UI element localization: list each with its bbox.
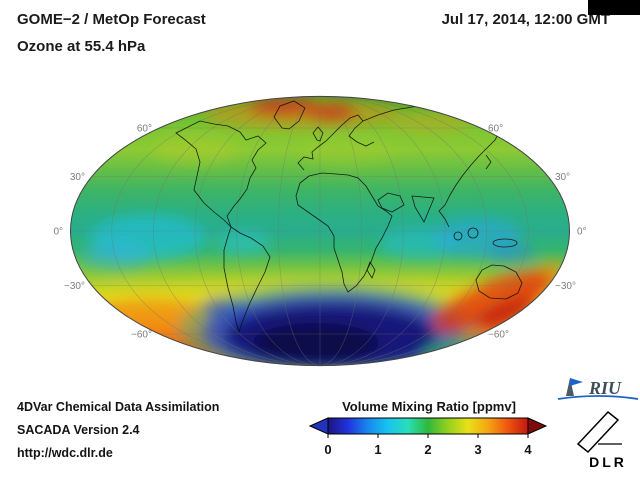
footer-url: http://wdc.dlr.de [17,446,113,460]
lat-label-eq-right: 0° [577,227,587,238]
footer-assimilation-line: 4DVar Chemical Data Assimilation [17,400,220,414]
north-america-outline [175,120,267,228]
lat-label-eq-left: 0° [53,227,63,238]
australia-outline [475,264,523,300]
lat-label-60s-left: −60° [131,330,152,341]
sumatra-outline [453,231,463,241]
lat-label-60n-right: 60° [488,124,503,135]
atlantic-cyan-low [216,231,270,255]
lat-label-60s-right: −60° [488,330,509,341]
colorbar-title: Volume Mixing Ratio [ppmv] [342,399,516,414]
lat-label-60n-left: 60° [137,124,152,135]
colorbar-over-arrow [527,417,548,435]
riu-logo: RIU [557,378,639,400]
lat-label-30s-right: −30° [555,281,576,292]
dlr-logo-text: DLR [589,454,627,470]
colorbar: 0 1 2 3 4 [309,417,548,457]
madagascar-outline [366,261,376,279]
britain-outline [312,126,324,142]
riu-tower-icon [566,378,574,396]
southern-red-maximum-core [476,296,536,330]
lat-label-30n-right: 30° [555,172,570,183]
corner-mark [588,0,640,15]
southern-red-maximum [432,271,552,333]
new-zealand-outline [541,294,553,312]
colorbar-tick-3: 3 [474,442,481,457]
greenland-outline [273,100,306,130]
page-subtitle: Ozone at 55.4 hPa [17,38,146,55]
north-america-yellow [153,135,237,165]
colorbar-tick-1: 1 [374,442,381,457]
europe-coastline [297,114,375,171]
antarctic-ozone-low-core [252,323,380,363]
europe-yellow [302,138,394,166]
riu-underline [557,395,639,400]
india-outline [411,195,435,223]
new-guinea-outline [492,238,518,248]
colorbar-tick-4: 4 [524,442,532,457]
lat-label-30n-left: 30° [70,172,85,183]
borneo-outline [467,227,479,239]
timestamp: Jul 17, 2014, 12:00 GMT [441,11,610,28]
colorbar-tick-0: 0 [324,442,331,457]
arctic-red-core-2 [308,104,356,120]
colorbar-tickmarks [327,434,529,438]
colorbar-gradient-bar [327,417,529,435]
south-america-outline [223,226,271,334]
arabia-outline [377,192,405,213]
page-title: GOME−2 / MetOp Forecast [17,11,206,28]
riu-logo-text: RIU [588,378,622,398]
footer-version-line: SACADA Version 2.4 [17,423,140,437]
colorbar-tick-2: 2 [424,442,431,457]
west-pacific-blue-low [488,243,536,265]
dlr-wing-icon [576,410,620,454]
colorbar-under-arrow [309,417,329,435]
map-border [70,95,570,367]
dlr-logo: DLR [576,410,627,470]
japan-outline [485,154,492,170]
riu-flag-icon [570,378,583,386]
africa-outline [295,172,393,293]
latitude-labels: 60° 60° 30° 30° 0° 0° −30° −30° −60° −60… [53,124,586,341]
arctic-red-core [249,97,317,115]
lat-label-30s-left: −30° [64,281,85,292]
